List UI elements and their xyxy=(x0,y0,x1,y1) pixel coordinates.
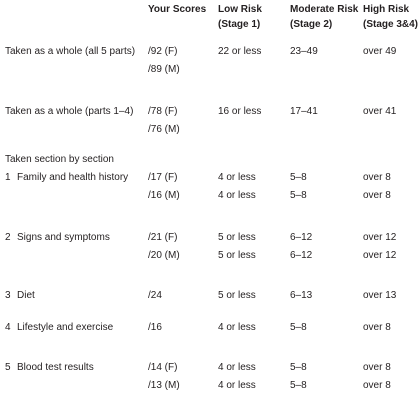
cell: /76 (M) xyxy=(148,124,180,135)
section-label: Signs and symptoms xyxy=(17,232,110,243)
cell: 5 or less xyxy=(218,290,256,301)
cell: 22 or less xyxy=(218,46,262,57)
cell: 6–12 xyxy=(290,250,313,261)
cell: over 13 xyxy=(363,290,397,301)
cell: 5–8 xyxy=(290,190,307,201)
cell: 5–8 xyxy=(290,362,307,373)
cell: /89 (M) xyxy=(148,64,180,75)
cell: 4 or less xyxy=(218,190,256,201)
cell: 6–12 xyxy=(290,232,313,243)
cell: 4 or less xyxy=(218,362,256,373)
column-header: Your Scores xyxy=(148,4,207,15)
cell: over 41 xyxy=(363,106,397,117)
section-label: Lifestyle and exercise xyxy=(17,322,114,333)
column-header: (Stage 1) xyxy=(218,19,261,30)
section-label: Diet xyxy=(17,290,35,301)
cell: 4 or less xyxy=(218,172,256,183)
cell: 5 or less xyxy=(218,232,256,243)
row-label: Taken as a whole (all 5 parts) xyxy=(5,46,136,57)
cell: /21 (F) xyxy=(148,232,178,243)
cell: 23–49 xyxy=(290,46,318,57)
cell: over 12 xyxy=(363,232,397,243)
cell: 5 or less xyxy=(218,250,256,261)
cell: 5–8 xyxy=(290,172,307,183)
cell: 4 or less xyxy=(218,380,256,391)
section-heading: Taken section by section xyxy=(5,154,114,165)
section-label: Blood test results xyxy=(17,362,94,373)
cell: /24 xyxy=(148,290,162,301)
cell: 4 or less xyxy=(218,322,256,333)
cell: 16 or less xyxy=(218,106,262,117)
column-header: (Stage 2) xyxy=(290,19,333,30)
cell: over 8 xyxy=(363,380,391,391)
section-number: 4 xyxy=(5,322,11,333)
cell: 6–13 xyxy=(290,290,313,301)
cell: /13 (M) xyxy=(148,380,180,391)
cell: /14 (F) xyxy=(148,362,178,373)
cell: /17 (F) xyxy=(148,172,178,183)
cell: /78 (F) xyxy=(148,106,178,117)
column-header: (Stage 3&4) xyxy=(363,19,419,30)
cell: /92 (F) xyxy=(148,46,178,57)
cell: over 8 xyxy=(363,362,391,373)
column-header: High Risk xyxy=(363,4,410,15)
section-label: Family and health history xyxy=(17,172,129,183)
section-number: 3 xyxy=(5,290,11,301)
cell: 5–8 xyxy=(290,380,307,391)
cell: /16 (M) xyxy=(148,190,180,201)
section-number: 2 xyxy=(5,232,11,243)
section-number: 1 xyxy=(5,172,11,183)
cell: over 12 xyxy=(363,250,397,261)
column-header: Low Risk xyxy=(218,4,262,15)
cell: /20 (M) xyxy=(148,250,180,261)
cell: 5–8 xyxy=(290,322,307,333)
section-number: 5 xyxy=(5,362,11,373)
cell: over 8 xyxy=(363,322,391,333)
column-header: Moderate Risk xyxy=(290,4,359,15)
cell: 17–41 xyxy=(290,106,318,117)
cell: over 8 xyxy=(363,172,391,183)
cell: over 49 xyxy=(363,46,397,57)
row-label: Taken as a whole (parts 1–4) xyxy=(5,106,134,117)
cell: over 8 xyxy=(363,190,391,201)
cell: /16 xyxy=(148,322,162,333)
